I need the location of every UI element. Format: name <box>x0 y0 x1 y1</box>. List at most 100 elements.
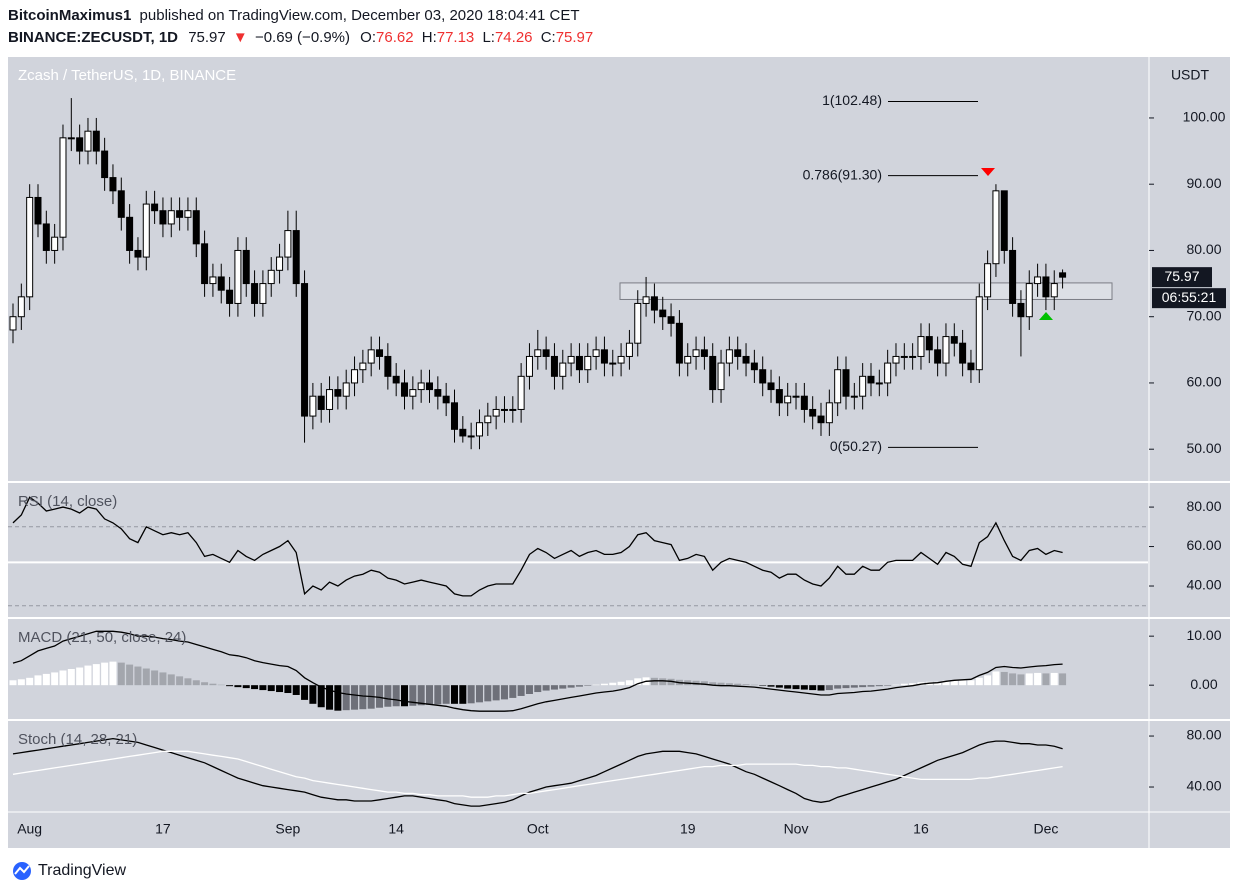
candle-body <box>592 349 600 357</box>
candle-body <box>309 395 317 417</box>
histogram-bar <box>459 685 467 704</box>
candle-body <box>59 137 67 238</box>
candle-body <box>767 382 775 391</box>
histogram-bar <box>251 685 259 690</box>
histogram-bar <box>600 683 608 686</box>
candle-body <box>567 355 575 364</box>
candle-body <box>442 395 450 404</box>
indicator-line <box>12 750 1063 798</box>
candle-body <box>550 355 558 377</box>
histogram-bar <box>1059 673 1067 686</box>
histogram-bar <box>567 685 575 688</box>
candle-body <box>176 210 184 218</box>
histogram-bar <box>409 685 417 706</box>
candle-body <box>950 336 958 344</box>
histogram-bar <box>534 685 542 693</box>
candle-body <box>992 190 1000 265</box>
histogram-bar <box>84 665 92 686</box>
candle-body <box>459 428 467 437</box>
candle-body <box>384 355 392 377</box>
candle-body <box>925 336 933 351</box>
candle-body <box>92 130 100 152</box>
histogram-bar <box>384 685 392 707</box>
buy-marker <box>1039 312 1053 320</box>
pane-title: RSI (14, close) <box>18 493 117 510</box>
candle-body <box>226 289 234 304</box>
histogram-bar <box>492 685 500 701</box>
histogram-bar <box>109 661 117 686</box>
candle-body <box>809 408 817 417</box>
histogram-bar <box>834 685 842 689</box>
high: 77.13 <box>437 29 475 46</box>
histogram-bar <box>1034 672 1042 686</box>
candle-body <box>450 402 458 430</box>
candle-body <box>34 196 42 225</box>
candle-body <box>284 230 292 258</box>
histogram-bar <box>17 679 25 686</box>
candle-body <box>342 382 350 397</box>
histogram-bar <box>392 685 400 707</box>
countdown: 06:55:21 <box>1162 289 1217 305</box>
candle-body <box>267 269 275 285</box>
histogram-bar <box>326 685 334 710</box>
y-tick-label: 10.00 <box>1186 627 1221 643</box>
candle-body <box>700 349 708 357</box>
candle-body <box>292 230 300 285</box>
x-tick-label: Dec <box>1033 821 1058 837</box>
candle-body <box>584 355 592 371</box>
histogram-bar <box>301 685 309 700</box>
candle-body <box>1025 283 1033 318</box>
plot: 50.00 60.00 70.00 80.00 90.00 100.00 USDT 1(102… <box>8 67 1226 837</box>
low: 74.26 <box>495 29 533 46</box>
histogram-bar <box>309 685 317 704</box>
histogram-bar <box>176 676 184 686</box>
histogram-bar <box>159 672 167 686</box>
histogram-bar <box>959 680 967 686</box>
fib-label: 1(102.48) <box>822 92 882 108</box>
histogram-bar <box>775 685 783 688</box>
header-line-1: BitcoinMaximus1 published on TradingView… <box>8 7 580 24</box>
fib-label: 0.786(91.30) <box>803 166 882 182</box>
histogram-bar <box>450 685 458 704</box>
histogram-bar <box>792 685 800 690</box>
candle-body <box>9 316 17 331</box>
y-tick-label: 40.00 <box>1186 577 1221 593</box>
histogram-bar <box>442 685 450 704</box>
histogram-bar <box>351 685 359 710</box>
candle-body <box>875 382 883 385</box>
candle-body <box>334 389 342 397</box>
histogram-bar <box>842 685 850 689</box>
histogram-bar <box>192 680 200 686</box>
candle-body <box>642 296 650 304</box>
histogram-bar <box>1050 672 1058 686</box>
histogram-bar <box>742 684 750 686</box>
x-tick-label: Aug <box>17 821 42 837</box>
candle-body <box>234 249 242 304</box>
candle-body <box>217 276 225 291</box>
candle-body <box>251 283 259 304</box>
histogram-bar <box>92 664 100 686</box>
candle-body <box>834 369 842 404</box>
histogram-bar <box>1009 673 1017 686</box>
histogram-bar <box>909 683 917 686</box>
candle-body <box>750 362 758 371</box>
histogram-bar <box>809 685 817 691</box>
candle-body <box>326 389 334 410</box>
histogram-bar <box>417 685 425 706</box>
candle-body <box>417 382 425 391</box>
y-tick-label: 80.00 <box>1186 498 1221 514</box>
y-tick-label: 90.00 <box>1186 175 1221 191</box>
candle-body <box>667 316 675 324</box>
histogram-bar <box>42 673 50 686</box>
histogram-bar <box>317 685 325 708</box>
y-tick-label: 70.00 <box>1186 307 1221 323</box>
footer-brand: TradingView <box>38 862 126 879</box>
footer-logo <box>13 862 31 880</box>
candle-body <box>259 283 267 304</box>
histogram-bar <box>975 677 983 686</box>
histogram-bar <box>9 680 17 686</box>
candle-body <box>159 210 167 225</box>
candle-body <box>475 422 483 437</box>
candle-body <box>975 296 983 371</box>
